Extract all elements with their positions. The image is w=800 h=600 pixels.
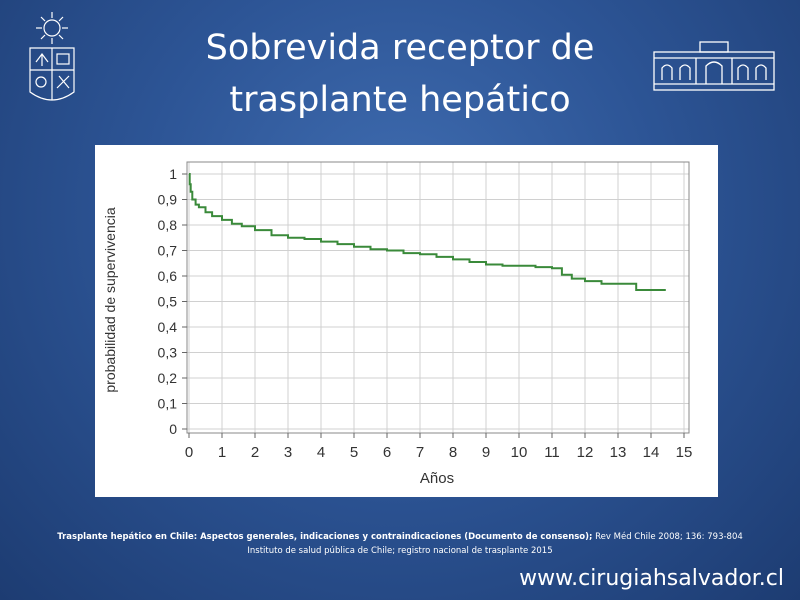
- x-tick-label: 7: [416, 444, 424, 461]
- x-tick-label: 15: [676, 444, 693, 461]
- citation-line-2: Instituto de salud pública de Chile; reg…: [247, 546, 553, 556]
- x-tick-label: 12: [577, 444, 594, 461]
- x-tick-label: 8: [449, 444, 457, 461]
- x-axis-label: Años: [420, 470, 454, 487]
- y-tick-label: 0,6: [158, 268, 178, 284]
- y-tick-label: 0,7: [158, 243, 178, 259]
- y-tick-label: 0,2: [158, 370, 178, 386]
- x-tick-label: 6: [383, 444, 391, 461]
- title-line-2: trasplante hepático: [229, 80, 571, 120]
- x-tick-label: 13: [610, 444, 627, 461]
- website-url: www.cirugiahsalvador.cl: [519, 566, 784, 591]
- x-tick-label: 4: [317, 444, 325, 461]
- y-tick-label: 0,8: [158, 217, 178, 233]
- y-tick-label: 0,4: [158, 319, 178, 335]
- x-tick-label: 1: [218, 444, 226, 461]
- survival-curve: [188, 173, 666, 291]
- citation-journal: Rev Méd Chile 2008; 136: 793-804: [592, 532, 743, 542]
- citation: Trasplante hepático en Chile: Aspectos g…: [0, 530, 800, 558]
- y-tick-label: 0: [169, 421, 177, 437]
- building-logo: [652, 40, 776, 92]
- x-tick-label: 11: [544, 444, 560, 461]
- x-tick-label: 2: [251, 444, 259, 461]
- university-seal-logo: [22, 10, 82, 110]
- x-tick-label: 9: [482, 444, 490, 461]
- y-axis-label: probabilidad de supervivencia: [102, 207, 118, 392]
- title-line-1: Sobrevida receptor de: [205, 28, 595, 68]
- citation-line-1: Trasplante hepático en Chile: Aspectos g…: [0, 530, 800, 544]
- y-tick-label: 0,1: [158, 396, 178, 412]
- y-tick-label: 0,9: [158, 192, 178, 208]
- x-tick-label: 3: [284, 444, 292, 461]
- slide-title: Sobrevida receptor de trasplante hepátic…: [100, 22, 700, 126]
- y-tick-label: 0,5: [158, 294, 178, 310]
- citation-title: Trasplante hepático en Chile: Aspectos g…: [57, 532, 593, 542]
- building-facade-icon: [653, 41, 775, 91]
- university-seal-icon: [29, 12, 75, 101]
- y-tick-label: 0,3: [158, 345, 178, 361]
- y-tick-label: 1: [169, 166, 177, 182]
- x-tick-label: 0: [185, 444, 193, 461]
- x-tick-label: 10: [511, 444, 528, 461]
- x-tick-label: 14: [643, 444, 660, 461]
- plot-frame: [186, 161, 690, 434]
- x-tick-label: 5: [350, 444, 358, 461]
